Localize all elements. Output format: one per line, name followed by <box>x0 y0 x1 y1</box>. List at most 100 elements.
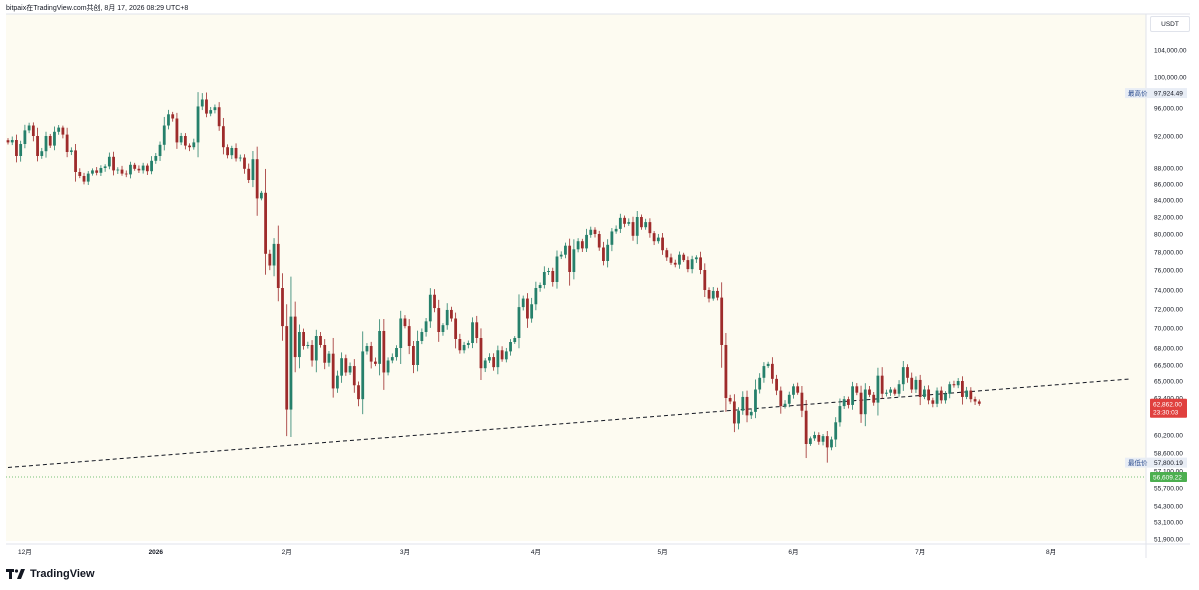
candle-body <box>931 400 935 404</box>
candle-body <box>158 144 162 156</box>
candle-body <box>889 389 893 393</box>
candle-body <box>319 336 322 345</box>
candlestick-series <box>6 92 981 463</box>
candle-body <box>732 401 736 424</box>
candle-body <box>488 357 491 361</box>
candle-body <box>255 159 259 199</box>
candle-body <box>167 114 170 126</box>
candle-body <box>880 375 884 394</box>
price-tick-label: 80,000.00 <box>1154 231 1183 238</box>
candle-body <box>521 298 525 308</box>
candle-body <box>644 222 648 228</box>
price-tick-label: 92,000.00 <box>1154 133 1183 140</box>
candle-body <box>640 217 643 228</box>
candle-body <box>91 170 94 174</box>
candle-body <box>479 338 483 369</box>
candle-body <box>129 164 132 175</box>
candle-body <box>374 361 377 364</box>
candle-body <box>602 247 605 261</box>
candle-body <box>412 346 415 365</box>
candle-body <box>656 237 660 242</box>
brand-name: TradingView <box>30 568 95 580</box>
candle-body <box>897 384 901 394</box>
trendline-layer <box>7 378 1132 468</box>
candle-body <box>466 343 470 345</box>
candle-body <box>36 136 39 156</box>
candle-body <box>766 363 770 367</box>
candle-body <box>382 331 386 373</box>
candle-body <box>614 228 618 232</box>
candle-body <box>378 331 382 364</box>
candle-body <box>576 241 580 250</box>
candle-body <box>699 257 702 270</box>
candle-body <box>27 125 31 131</box>
candle-body <box>758 377 762 390</box>
candle-body <box>808 438 812 444</box>
candle-body <box>247 168 251 180</box>
candle-body <box>948 384 952 394</box>
candle-body <box>61 127 65 135</box>
price-tick-label: 54,300.00 <box>1154 503 1183 510</box>
candle-body <box>927 389 931 401</box>
candle-body <box>234 148 238 159</box>
candle-body <box>830 439 833 448</box>
price-tick-label: 86,000.00 <box>1154 181 1183 188</box>
candle-body <box>859 392 863 415</box>
candle-body <box>441 325 445 332</box>
candle-body <box>965 390 969 397</box>
price-tick-label: 74,000.00 <box>1154 287 1183 294</box>
candle-body <box>551 271 555 282</box>
price-tick-label: 57,100.00 <box>1154 468 1183 475</box>
candle-body <box>107 156 111 167</box>
candle-body <box>597 234 601 248</box>
candle-body <box>327 353 331 363</box>
candle-body <box>635 217 639 236</box>
currency-button[interactable]: USDT <box>1150 16 1190 32</box>
candle-body <box>589 229 593 235</box>
candle-body <box>893 389 897 394</box>
candle-body <box>884 392 888 394</box>
tradingview-brand[interactable]: TradingView <box>6 568 95 580</box>
candle-body <box>720 297 724 345</box>
candle-body <box>648 222 652 234</box>
candle-body <box>53 131 56 146</box>
candle-body <box>99 168 103 173</box>
time-axis[interactable]: 12月 2026 2月 3月 4月 5月 6月 7月 8月 <box>18 548 1056 556</box>
price-axis[interactable]: 104,000.00 100,000.00 96,000.00 92,000.00 88… <box>1154 47 1187 543</box>
candle-body <box>918 379 922 397</box>
candle-body <box>238 157 242 159</box>
candle-body <box>977 401 981 404</box>
candle-body <box>914 379 918 390</box>
price-tick-label: 66,500.00 <box>1154 362 1183 369</box>
candle-body <box>542 272 546 285</box>
candle-body <box>906 367 909 378</box>
candle-body <box>513 338 517 342</box>
low-price-tag-value: 57,800.19 <box>1154 460 1183 467</box>
candle-body <box>496 350 500 368</box>
chart-attribution: bitpaix在TradingView.com共创, 8月 17, 2026 0… <box>6 5 189 12</box>
candle-body <box>623 217 626 224</box>
candle-body <box>348 366 352 373</box>
candle-body <box>154 156 158 161</box>
candle-body <box>876 375 880 403</box>
candle-body <box>868 389 871 395</box>
candle-body <box>872 394 876 403</box>
candle-body <box>213 107 217 111</box>
candle-body <box>175 118 179 143</box>
candle-body <box>420 332 424 341</box>
candle-body <box>779 390 783 407</box>
candle-body <box>526 298 529 319</box>
price-tick-label: 78,000.00 <box>1154 249 1183 256</box>
high-price-tag-label: 最高价 <box>1128 88 1148 97</box>
candle-body <box>703 270 707 290</box>
price-tick-label: 65,000.00 <box>1154 378 1183 385</box>
candle-body <box>669 257 673 263</box>
time-tick-label: 4月 <box>531 548 541 556</box>
candle-body <box>842 399 846 407</box>
time-tick-label: 12月 <box>18 548 32 556</box>
candle-body <box>568 245 572 272</box>
candle-body <box>475 322 479 338</box>
candle-body <box>133 164 137 169</box>
time-tick-label: 2月 <box>282 548 292 556</box>
